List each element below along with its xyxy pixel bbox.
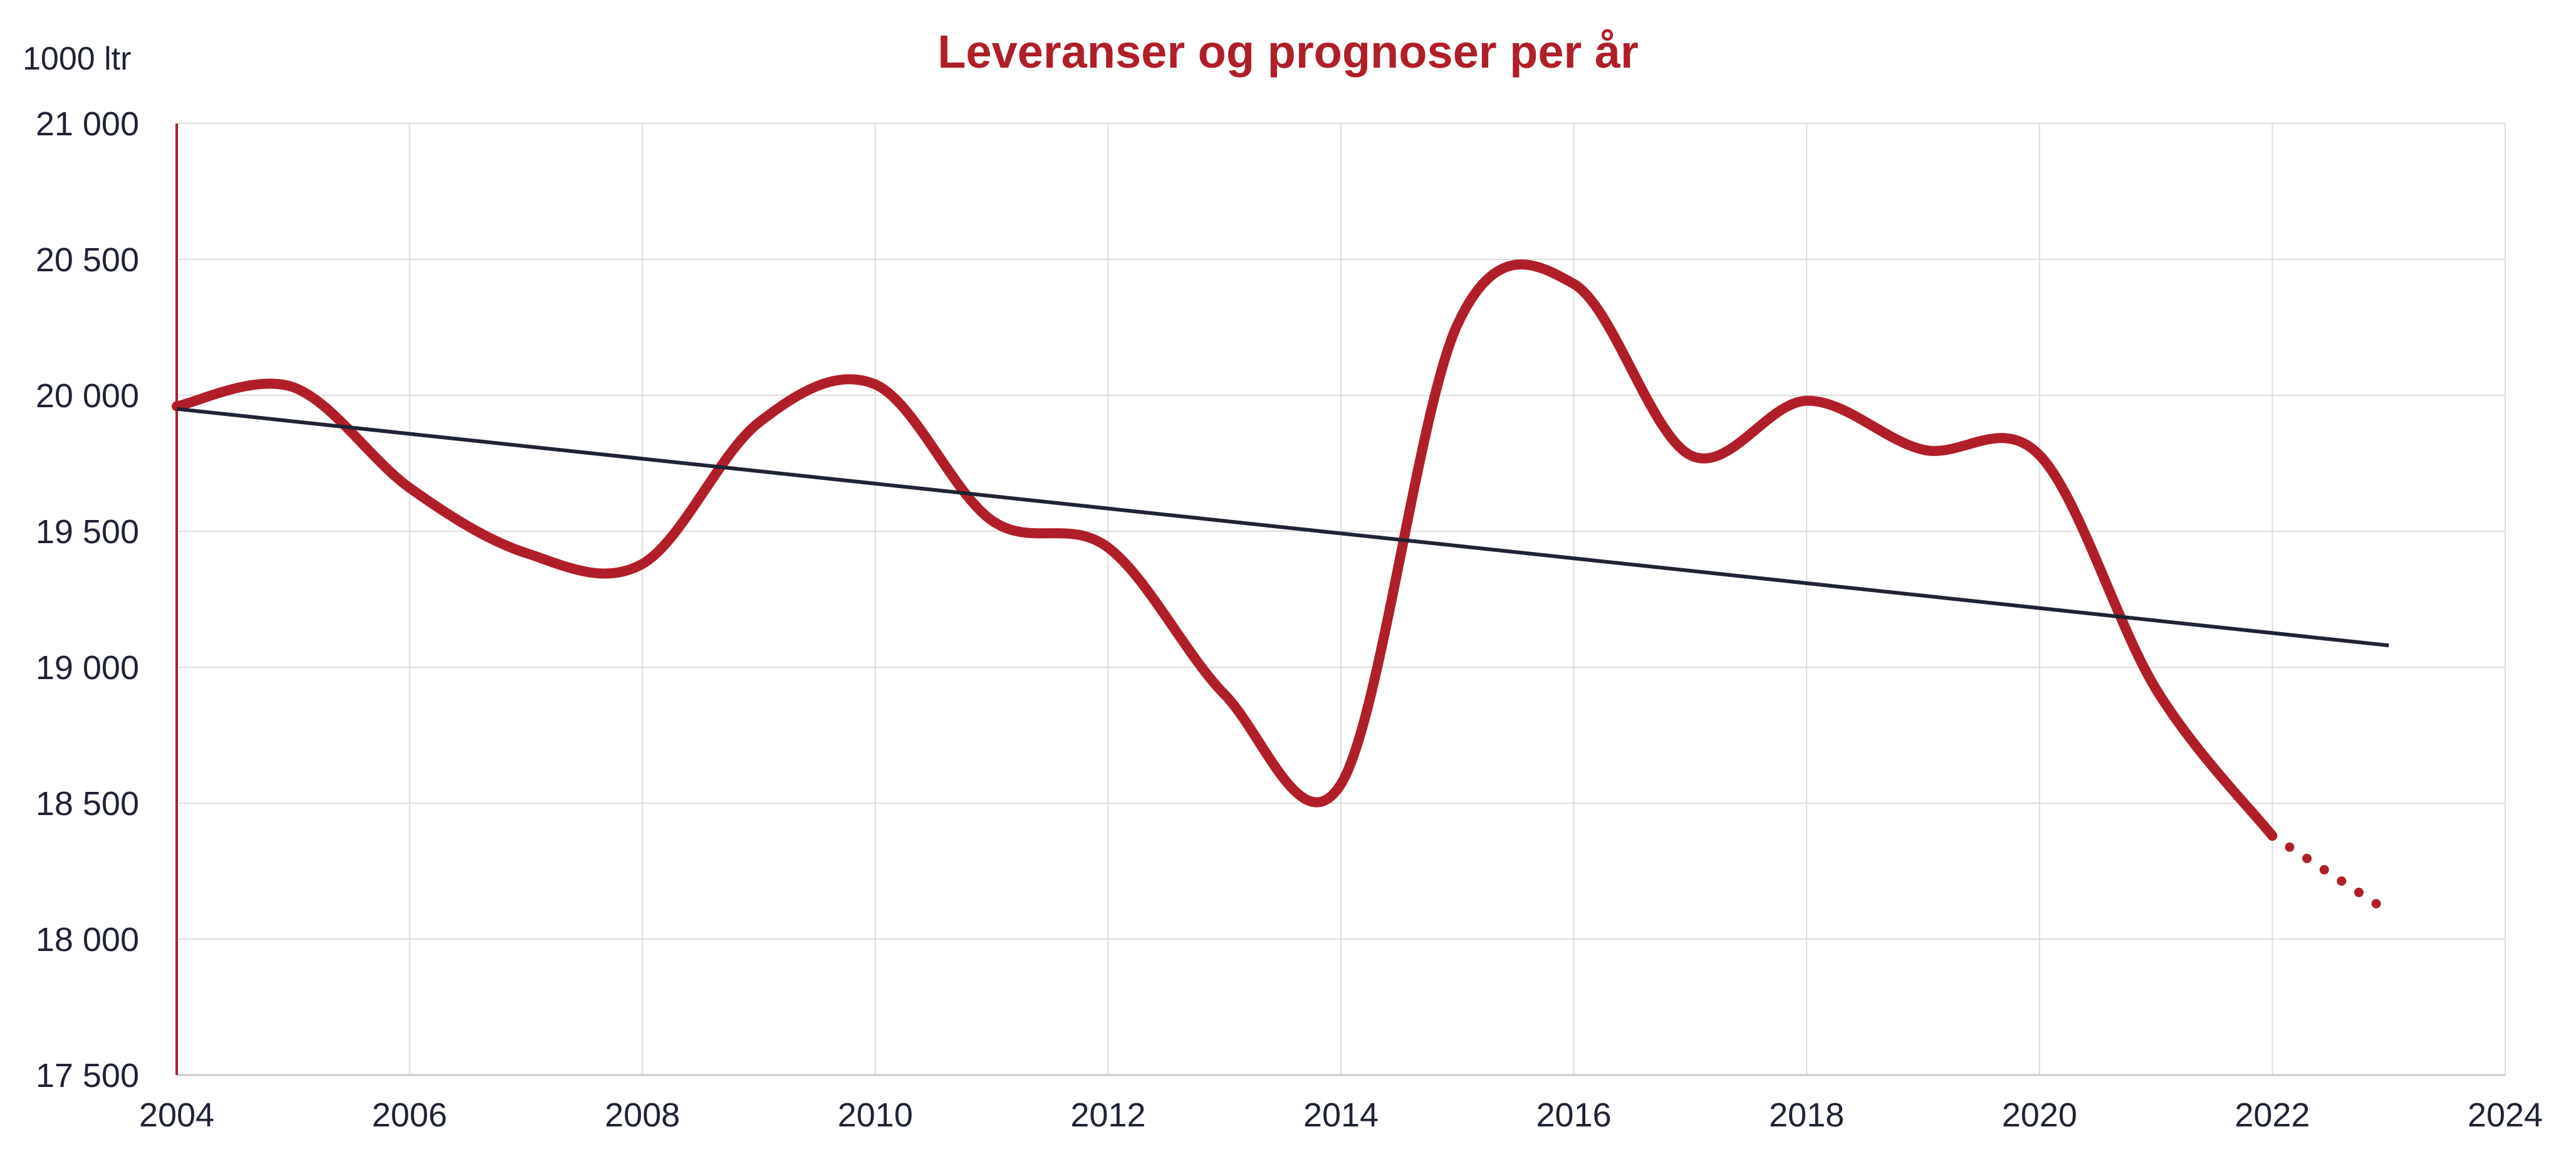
x-tick-labels: 2004 2006 2008 2010 2012 2014 2016 2018 2020 2022… — [139, 1096, 2543, 1134]
x-tick-label: 2006 — [372, 1096, 447, 1134]
chart-title: Leveranser og prognoser per år — [937, 26, 1639, 78]
y-tick-label: 20 500 — [36, 241, 139, 279]
y-tick-label: 19 500 — [36, 513, 139, 551]
x-tick-label: 2010 — [838, 1096, 913, 1134]
y-tick-label: 17 500 — [36, 1057, 139, 1094]
y-axis-unit-label: 1000 ltr — [23, 41, 132, 77]
y-tick-label: 18 000 — [36, 921, 139, 959]
y-tick-labels: 17 500 18 000 18 500 19 000 19 500 20 000 20 5… — [36, 105, 139, 1094]
series-group — [172, 259, 2394, 917]
y-tick-label: 19 000 — [36, 649, 139, 687]
axes — [175, 123, 2505, 1076]
x-tick-label: 2018 — [1769, 1096, 1844, 1134]
x-tick-label: 2012 — [1070, 1096, 1145, 1134]
deliveries-line — [172, 259, 2278, 841]
x-tick-label: 2024 — [2468, 1096, 2543, 1134]
x-tick-label: 2008 — [605, 1096, 680, 1134]
y-tick-label: 18 500 — [36, 785, 139, 823]
y-tick-label: 21 000 — [36, 105, 139, 143]
x-tick-label: 2014 — [1303, 1096, 1379, 1134]
x-tick-label: 2016 — [1536, 1096, 1612, 1134]
trend-line — [176, 407, 2389, 648]
forecast-dotted-line — [2267, 831, 2394, 917]
x-tick-label: 2004 — [139, 1096, 214, 1134]
x-tick-label: 2022 — [2234, 1096, 2310, 1134]
y-tick-label: 20 000 — [36, 377, 139, 415]
x-tick-label: 2020 — [2002, 1096, 2077, 1134]
grid-lines — [177, 123, 2506, 1075]
